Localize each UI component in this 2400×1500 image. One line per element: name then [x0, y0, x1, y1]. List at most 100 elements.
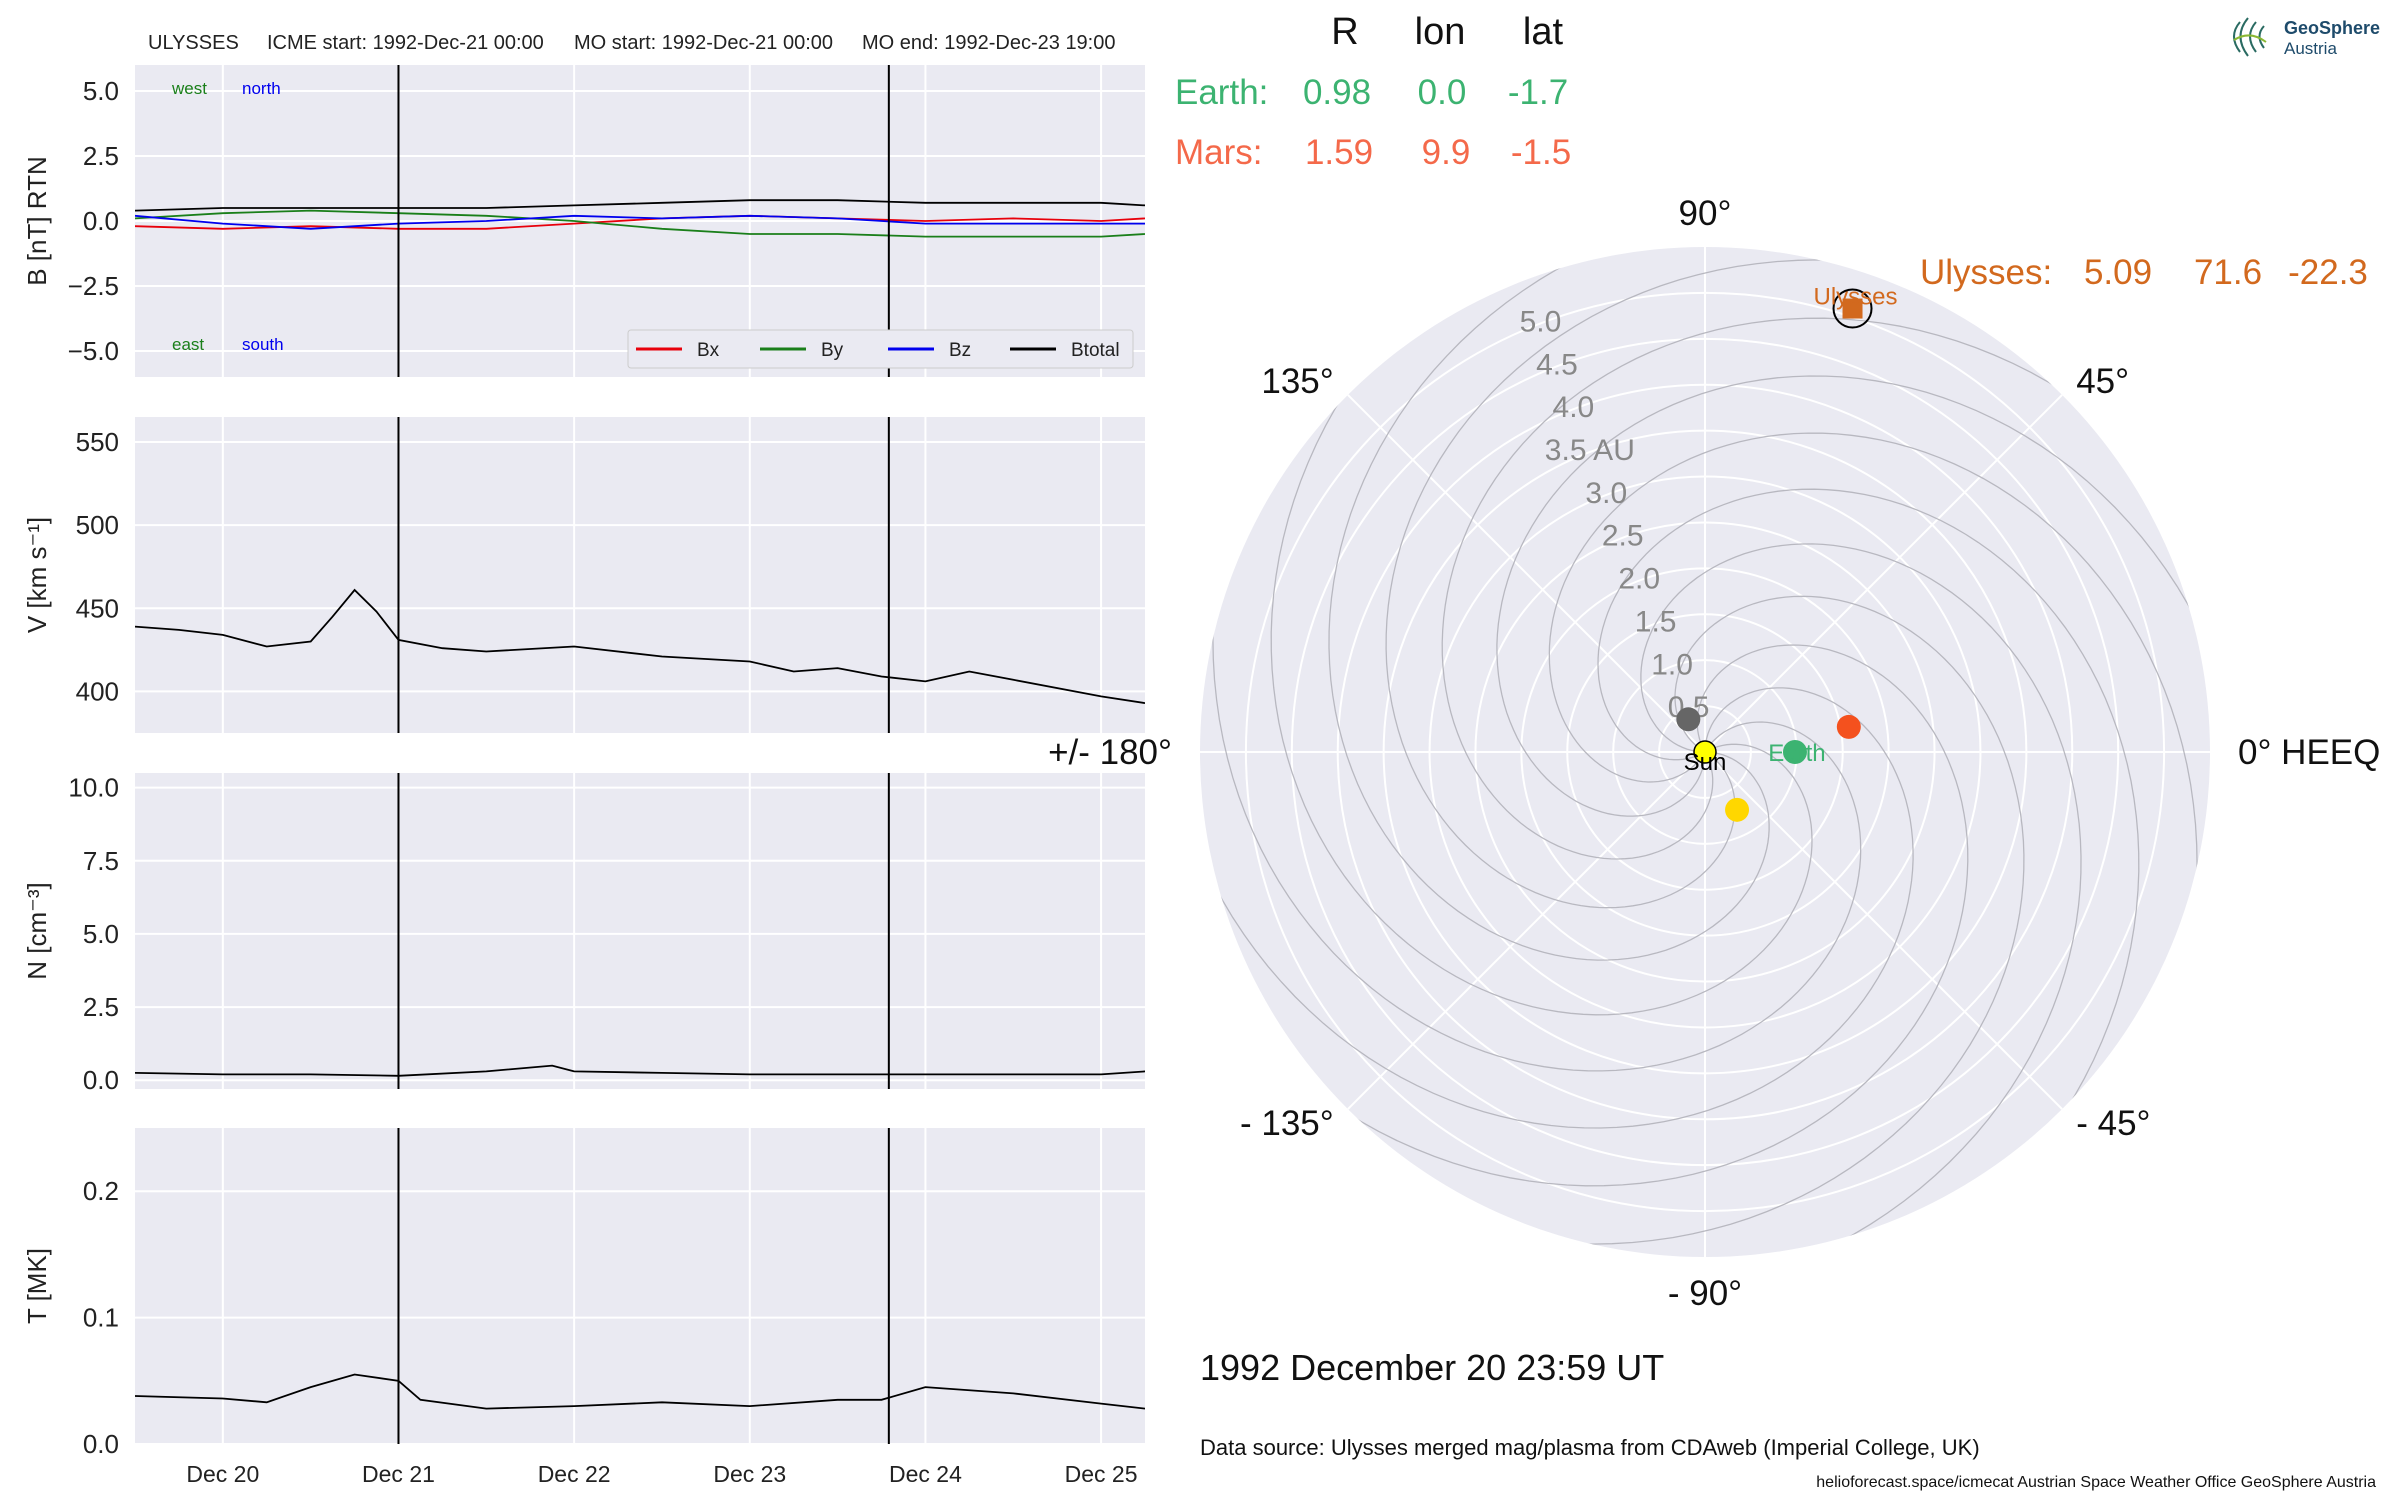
earth-label: Earth [1768, 740, 1825, 767]
series-line-by [135, 209, 1145, 238]
y-tick-label: 2.5 [83, 992, 119, 1022]
spiral-line [1324, 644, 1969, 1187]
panel-density: 10.0 7.5 5.0 2.5 0.0 N [cm⁻³] [22, 773, 1145, 1095]
parker-spirals [1202, 249, 2208, 1255]
angle-label: - 90° [1668, 1274, 1742, 1313]
spiral-line [1202, 687, 1914, 1129]
radial-tick-label: 2.5 [1602, 520, 1644, 553]
legend-by: By [821, 340, 844, 361]
earth-name: Earth: [1175, 73, 1268, 112]
y-tick-label: 2.5 [83, 141, 119, 171]
series-line-btotal [135, 199, 1145, 212]
series-line-t [135, 1373, 1145, 1410]
col-r: R [1331, 11, 1358, 53]
spiral-line [1270, 371, 1813, 1016]
panel-magnetic-field: 5.0 2.5 0.0 −2.5 −5.0 B [nT] RTN [22, 65, 1145, 377]
mars-marker [1836, 714, 1861, 739]
earth-lon: 0.0 [1418, 73, 1467, 112]
y-tick-label: 0.0 [83, 1429, 119, 1459]
x-tick-label: Dec 23 [713, 1461, 786, 1487]
angular-grid-line [1704, 394, 2063, 753]
y-tick-label: 0.0 [83, 1065, 119, 1095]
sun-marker [1693, 740, 1717, 764]
logo-sub: Austria [2284, 39, 2337, 58]
y-axis-label: N [cm⁻³] [22, 882, 52, 980]
x-tick-label: Dec 22 [538, 1461, 611, 1487]
polar-plot: 0.51.01.52.02.53.03.5 AU4.04.55.090°45°0… [1048, 194, 2380, 1313]
y-tick-label: 0.2 [83, 1176, 119, 1206]
y-tick-label: 450 [76, 593, 119, 623]
mo-end: MO end: 1992-Dec-23 19:00 [862, 32, 1116, 54]
spiral-line [1548, 432, 2198, 908]
col-lat: lat [1523, 11, 1564, 53]
y-tick-label: 0.0 [83, 206, 119, 236]
radial-tick-label: 4.0 [1553, 391, 1595, 424]
mo-start: MO start: 1992-Dec-21 00:00 [574, 32, 833, 54]
angle-label: 90° [1679, 194, 1732, 233]
annotation-west: west [171, 79, 207, 98]
angle-label: 0° HEEQ [2238, 733, 2380, 772]
annotation-north: north [242, 79, 281, 98]
angle-label: - 45° [2076, 1104, 2150, 1143]
y-tick-label: −2.5 [68, 271, 119, 301]
y-tick-label: 10.0 [68, 773, 119, 803]
x-tick-label: Dec 20 [186, 1461, 259, 1487]
panel-speed: 550 500 450 400 V [km s⁻¹] [22, 417, 1145, 733]
series-line-v [135, 588, 1145, 704]
angular-grid-line [1704, 751, 2063, 1110]
plot-area [135, 417, 1145, 733]
y-tick-label: 500 [76, 510, 119, 540]
mars-name: Mars: [1175, 133, 1263, 172]
radial-tick-label: 3.5 AU [1545, 434, 1635, 467]
mars-lat: -1.5 [1511, 133, 1571, 172]
ulysses-marker [1842, 298, 1863, 319]
radial-tick-label: 4.5 [1536, 348, 1578, 381]
series-group [135, 1373, 1145, 1410]
annotation-south: south [242, 335, 284, 354]
y-tick-label: 5.0 [83, 76, 119, 106]
ulysses-ring [1832, 288, 1873, 329]
mars-lon: 9.9 [1422, 133, 1471, 172]
radial-tick-label: 5.0 [1520, 305, 1562, 338]
angular-grid-line [1347, 394, 1706, 753]
spiral-line [1212, 596, 1862, 1072]
geosphere-logo: GeoSphere Austria [2233, 17, 2380, 58]
angle-label: 45° [2076, 362, 2129, 401]
mars-r: 1.59 [1305, 133, 1373, 172]
venus-marker [1725, 797, 1750, 822]
logo-name: GeoSphere [2284, 18, 2380, 38]
spiral-line [1385, 259, 1861, 909]
spacecraft-name: ULYSSES [148, 32, 239, 54]
legend-bx: Bx [697, 340, 720, 361]
earth-r: 0.98 [1303, 73, 1371, 112]
angular-grid-line [1347, 751, 1706, 1110]
series-group [135, 199, 1145, 238]
angle-label: 135° [1261, 362, 1333, 401]
series-line-bz [135, 214, 1145, 230]
spiral-line [1441, 317, 2086, 860]
series-line-n [135, 1064, 1145, 1077]
radial-tick-label: 2.0 [1618, 563, 1660, 596]
series-group [135, 588, 1145, 704]
angle-label: - 135° [1240, 1104, 1334, 1143]
date-label: 1992 December 20 23:59 UT [1200, 1347, 1664, 1388]
x-tick-label: Dec 24 [889, 1461, 962, 1487]
radial-tick-label: 3.0 [1585, 477, 1627, 510]
spiral-line [1496, 375, 2208, 817]
y-axis-label: T [MK] [22, 1248, 52, 1324]
x-tick-label: Dec 25 [1065, 1461, 1138, 1487]
plot-area [135, 1128, 1145, 1444]
ulysses-name: Ulysses: [1920, 253, 2052, 292]
legend-bz: Bz [949, 340, 971, 361]
y-tick-label: 400 [76, 676, 119, 706]
radial-tick-label: 1.5 [1635, 605, 1677, 638]
earth-marker [1782, 740, 1807, 764]
plot-area [135, 773, 1145, 1089]
radial-tick-label: 1.0 [1651, 648, 1693, 681]
annotation-east: east [172, 335, 204, 354]
spiral-line [1597, 488, 2140, 1133]
y-tick-label: 550 [76, 427, 119, 457]
earth-lat: -1.7 [1508, 73, 1568, 112]
spiral-line [1640, 543, 2082, 1255]
